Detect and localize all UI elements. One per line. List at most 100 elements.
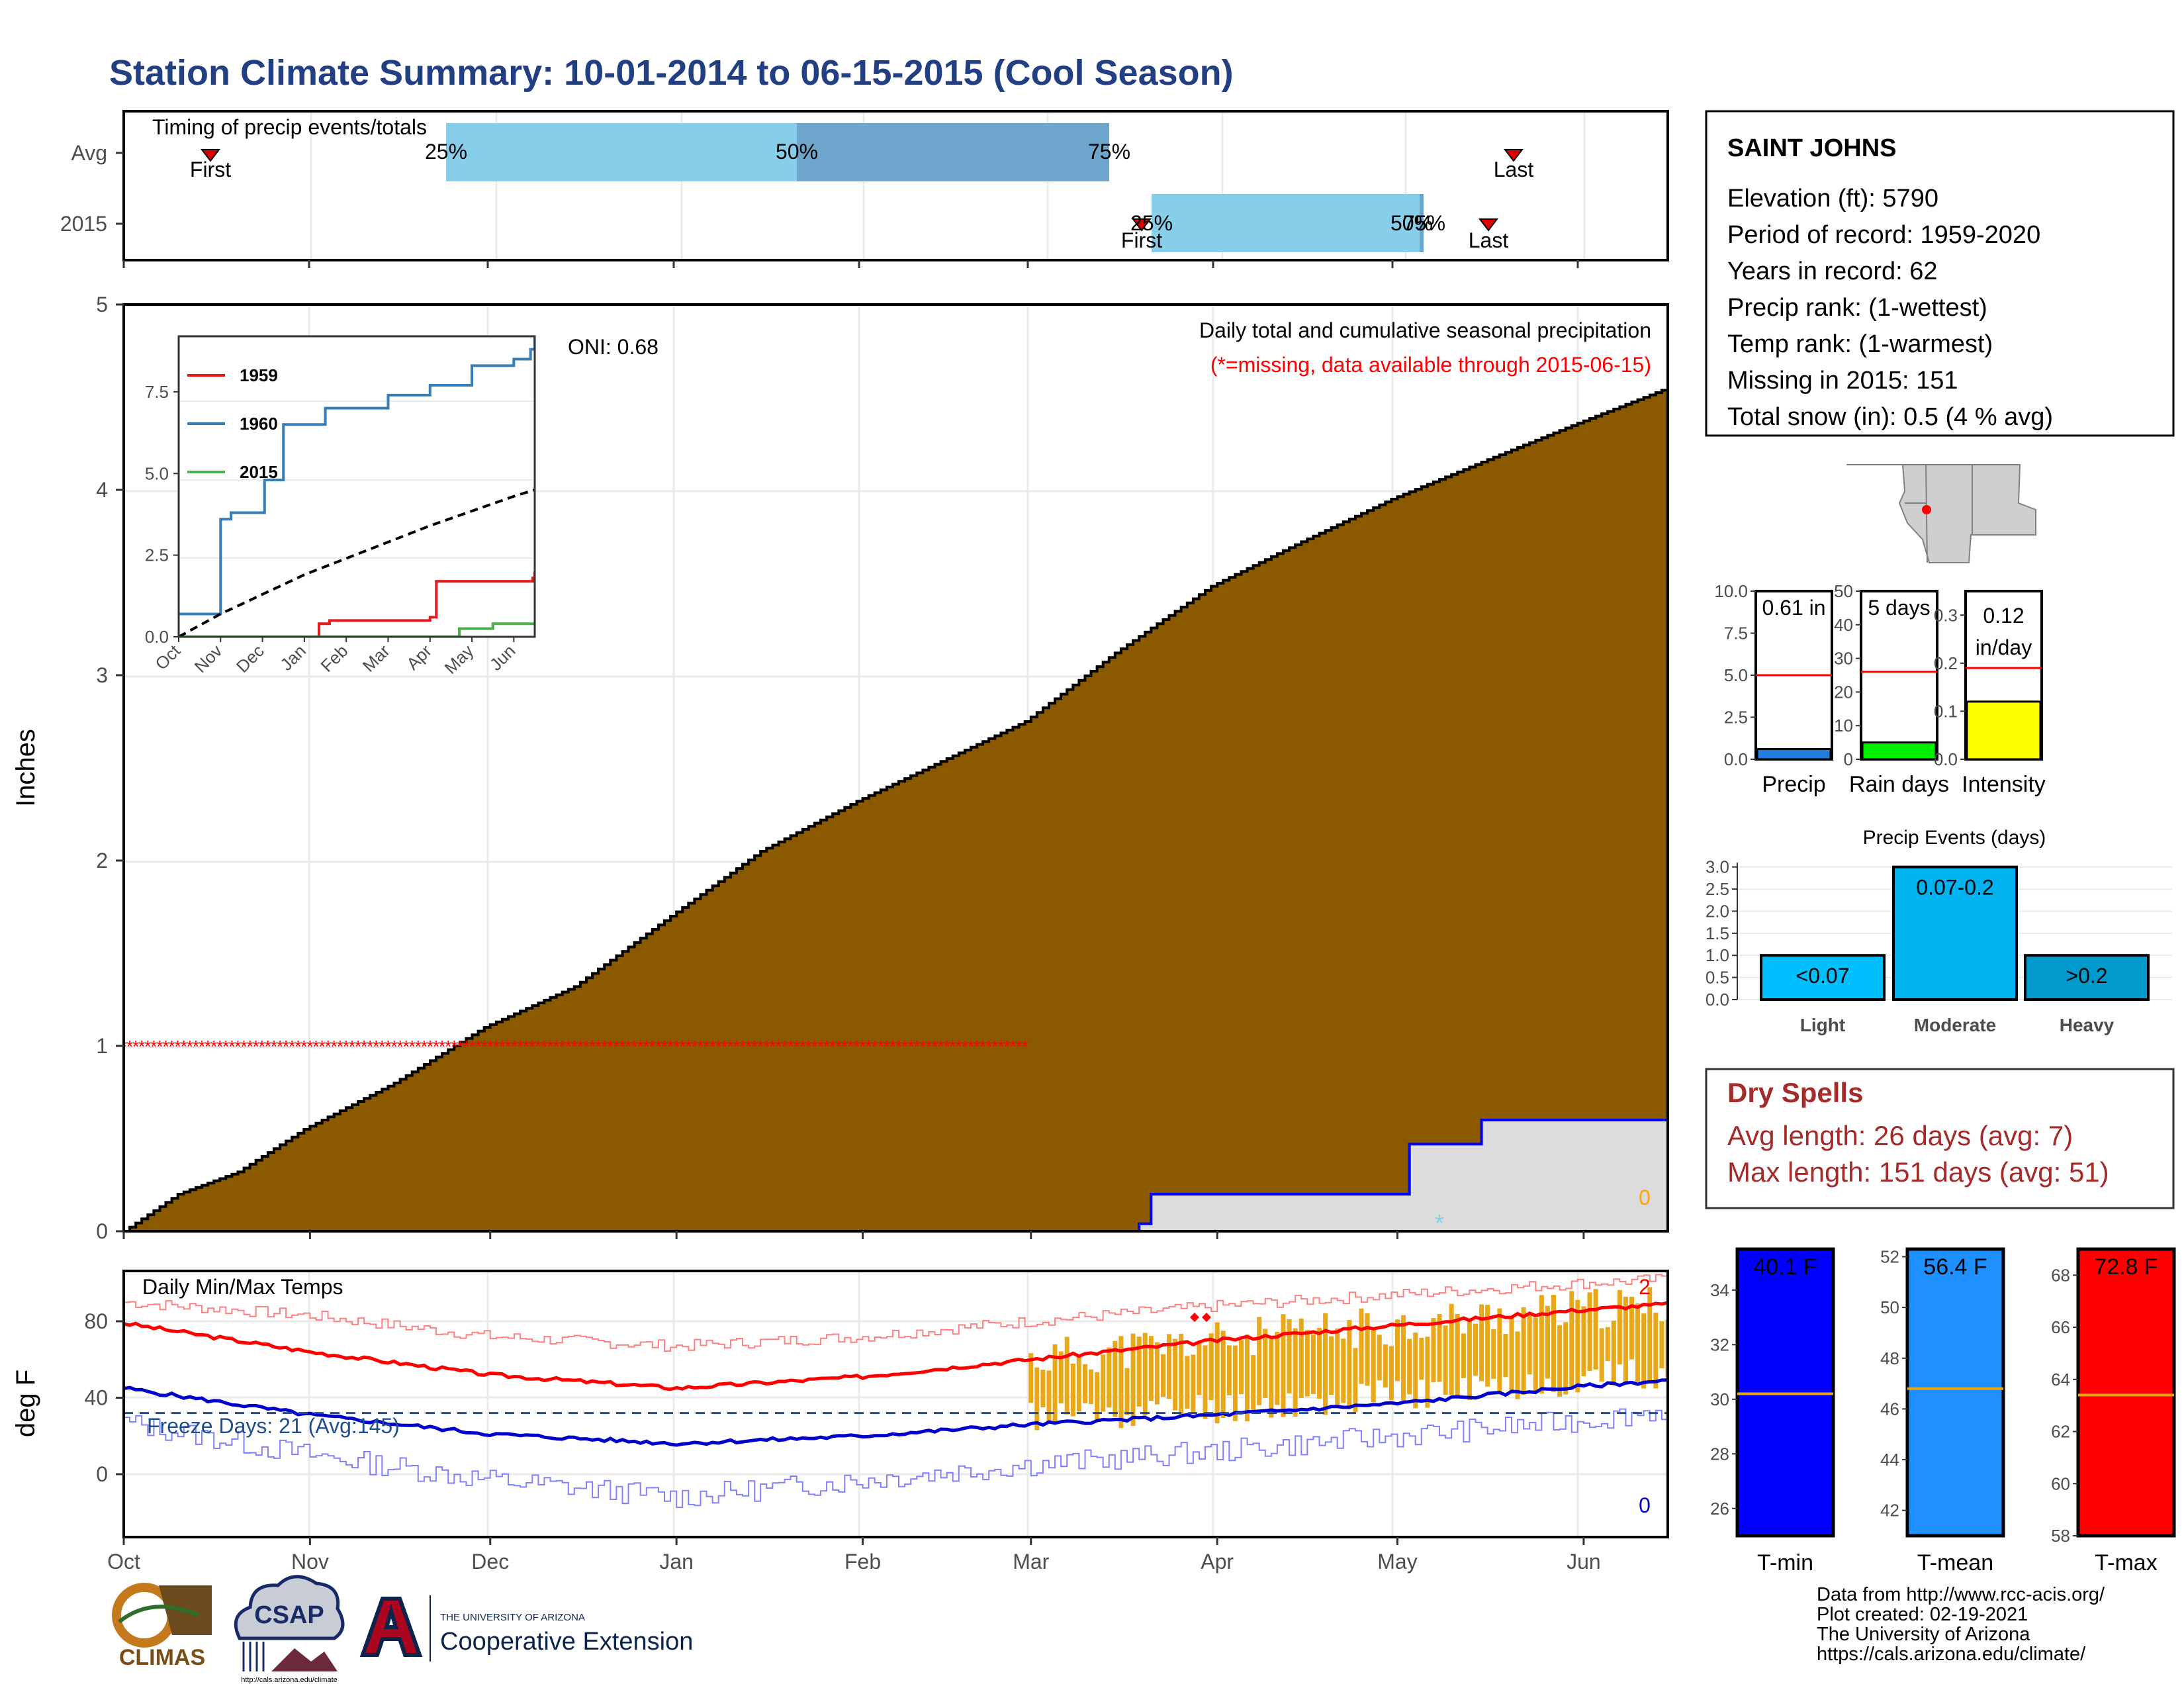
avg-p25-label: 25%: [425, 140, 467, 164]
missing-flag: *: [397, 1037, 404, 1056]
timing-panel: Timing of precip events/totals First 25%…: [60, 110, 1669, 268]
dry-spells-title: Dry Spells: [1727, 1077, 1863, 1108]
precip-events-title: Precip Events (days): [1863, 827, 2046, 849]
temp-range-bar: [1629, 1296, 1635, 1360]
missing-flag: *: [150, 1037, 157, 1056]
avg-p50-label: 50%: [776, 140, 818, 164]
temp-summary-tick-label: 52: [1880, 1246, 1899, 1266]
station-name: SAINT JOHNS: [1727, 134, 1896, 162]
count-top: 2: [1639, 1275, 1651, 1299]
temp-y-tick-label: 40: [84, 1386, 108, 1410]
temp-range-bar: [1497, 1308, 1502, 1392]
missing-flag: *: [306, 1037, 313, 1056]
missing-flag: *: [463, 1037, 469, 1056]
missing-flag: *: [517, 1037, 523, 1056]
temp-range-bar: [1593, 1289, 1598, 1370]
inset-legend-label: 2015: [240, 462, 278, 482]
events-y-tick-label: 1.0: [1706, 945, 1729, 965]
y2015-p75-label: 75%: [1403, 211, 1445, 235]
missing-flag: *: [956, 1037, 962, 1056]
precip-y-tick-label: 4: [96, 478, 108, 502]
missing-flag: *: [505, 1037, 512, 1056]
summary-bar-charts: 0.0 2.5 5.0 7.5 10.0 0.61 in Precip 0 10 20 30 40 50…: [1714, 581, 2045, 797]
events-bar-range: >0.2: [2066, 964, 2107, 988]
inset-legend-label: 1959: [240, 365, 278, 385]
temp-range-bar: [1551, 1294, 1557, 1392]
missing-flag: *: [565, 1037, 572, 1056]
temp-panel: Daily Min/Max Temps Freeze Days: 21 (Avg…: [11, 1270, 1669, 1538]
x-tick-label-jan: Jan: [659, 1550, 694, 1573]
missing-flag: *: [415, 1037, 422, 1056]
missing-flag: *: [433, 1037, 439, 1056]
missing-flag: *: [878, 1037, 884, 1056]
missing-flag: *: [331, 1037, 338, 1056]
missing-flag: *: [120, 1037, 127, 1056]
summary-value: 0.61 in: [1762, 596, 1825, 620]
temp-summary-tick-label: 62: [2051, 1422, 2070, 1442]
missing-flag: *: [529, 1037, 535, 1056]
temp-summary-tick-label: 64: [2051, 1370, 2070, 1389]
missing-flag: *: [709, 1037, 716, 1056]
events-x-label: Moderate: [1914, 1015, 1996, 1035]
temp-range-bar: [1034, 1367, 1040, 1430]
missing-flag: *: [234, 1037, 241, 1056]
missing-flag: *: [571, 1037, 578, 1056]
missing-flag: *: [919, 1037, 926, 1056]
missing-flag: *: [913, 1037, 920, 1056]
missing-flag: *: [595, 1037, 602, 1056]
missing-flag: *: [300, 1037, 307, 1056]
missing-flag: *: [775, 1037, 782, 1056]
temp-summary-label: T-min: [1757, 1550, 1813, 1575]
missing-flag: *: [757, 1037, 764, 1056]
temp-range-bar: [1064, 1336, 1069, 1415]
temp-range-bar: [1136, 1336, 1142, 1407]
missing-flag: *: [601, 1037, 608, 1056]
missing-flag: *: [968, 1037, 974, 1056]
temp-range-bar: [1130, 1333, 1136, 1427]
inset-y-axis: 0.0 2.5 5.0 7.5: [145, 382, 179, 647]
temp-range-bar: [1388, 1346, 1394, 1401]
inset-x-tick-label: Mar: [359, 641, 394, 676]
missing-flag: *: [1003, 1037, 1010, 1056]
missing-flag: *: [181, 1037, 187, 1056]
missing-flag: *: [872, 1037, 878, 1056]
events-bar-range: 0.07-0.2: [1916, 876, 1993, 900]
temp-range-bar: [1281, 1314, 1286, 1417]
missing-flag: *: [661, 1037, 668, 1056]
avg-first-label: First: [190, 158, 231, 181]
missing-flag: *: [271, 1037, 277, 1056]
inset-line-average: [179, 489, 535, 637]
inset-x-tick-label: Jan: [276, 641, 310, 675]
missing-flag: *: [475, 1037, 482, 1056]
missing-flag: *: [319, 1037, 326, 1056]
temp-range-bar: [1515, 1331, 1520, 1399]
avg-first-marker: [200, 149, 221, 162]
temp-range-bar: [1341, 1338, 1346, 1403]
temp-range-bar: [1076, 1356, 1081, 1412]
x-tick-label-feb: Feb: [844, 1550, 881, 1573]
footer-line-created: Plot created: 02-19-2021: [1817, 1604, 2028, 1625]
missing-flag: *: [349, 1037, 355, 1056]
missing-flag: *: [535, 1037, 541, 1056]
temp-range-bar: [1226, 1345, 1232, 1395]
missing-flag: *: [679, 1037, 686, 1056]
temp-range-bar: [1197, 1342, 1202, 1395]
events-y-tick-label: 2.5: [1706, 879, 1729, 899]
ua-small-text: THE UNIVERSITY OF ARIZONA: [440, 1612, 585, 1623]
missing-flag: *: [583, 1037, 590, 1056]
missing-flag: *: [511, 1037, 518, 1056]
summary-bar-rain-days: [1861, 741, 1937, 761]
missing-flag: *: [289, 1037, 295, 1056]
missing-flag: *: [631, 1037, 638, 1056]
temp-range-bar: [1503, 1334, 1508, 1378]
avg-25-50-bar: [446, 123, 797, 181]
missing-flag: *: [577, 1037, 584, 1056]
temp-range-bar: [1587, 1292, 1592, 1371]
temp-y-label: deg F: [11, 1370, 40, 1437]
summary-tick-label: 20: [1834, 682, 1853, 702]
missing-flag: *: [205, 1037, 211, 1056]
missing-flag: *: [265, 1037, 271, 1056]
temp-range-bar: [1191, 1354, 1196, 1413]
missing-flag: *: [950, 1037, 956, 1056]
temp-summary-tick-label: 50: [1880, 1297, 1899, 1317]
